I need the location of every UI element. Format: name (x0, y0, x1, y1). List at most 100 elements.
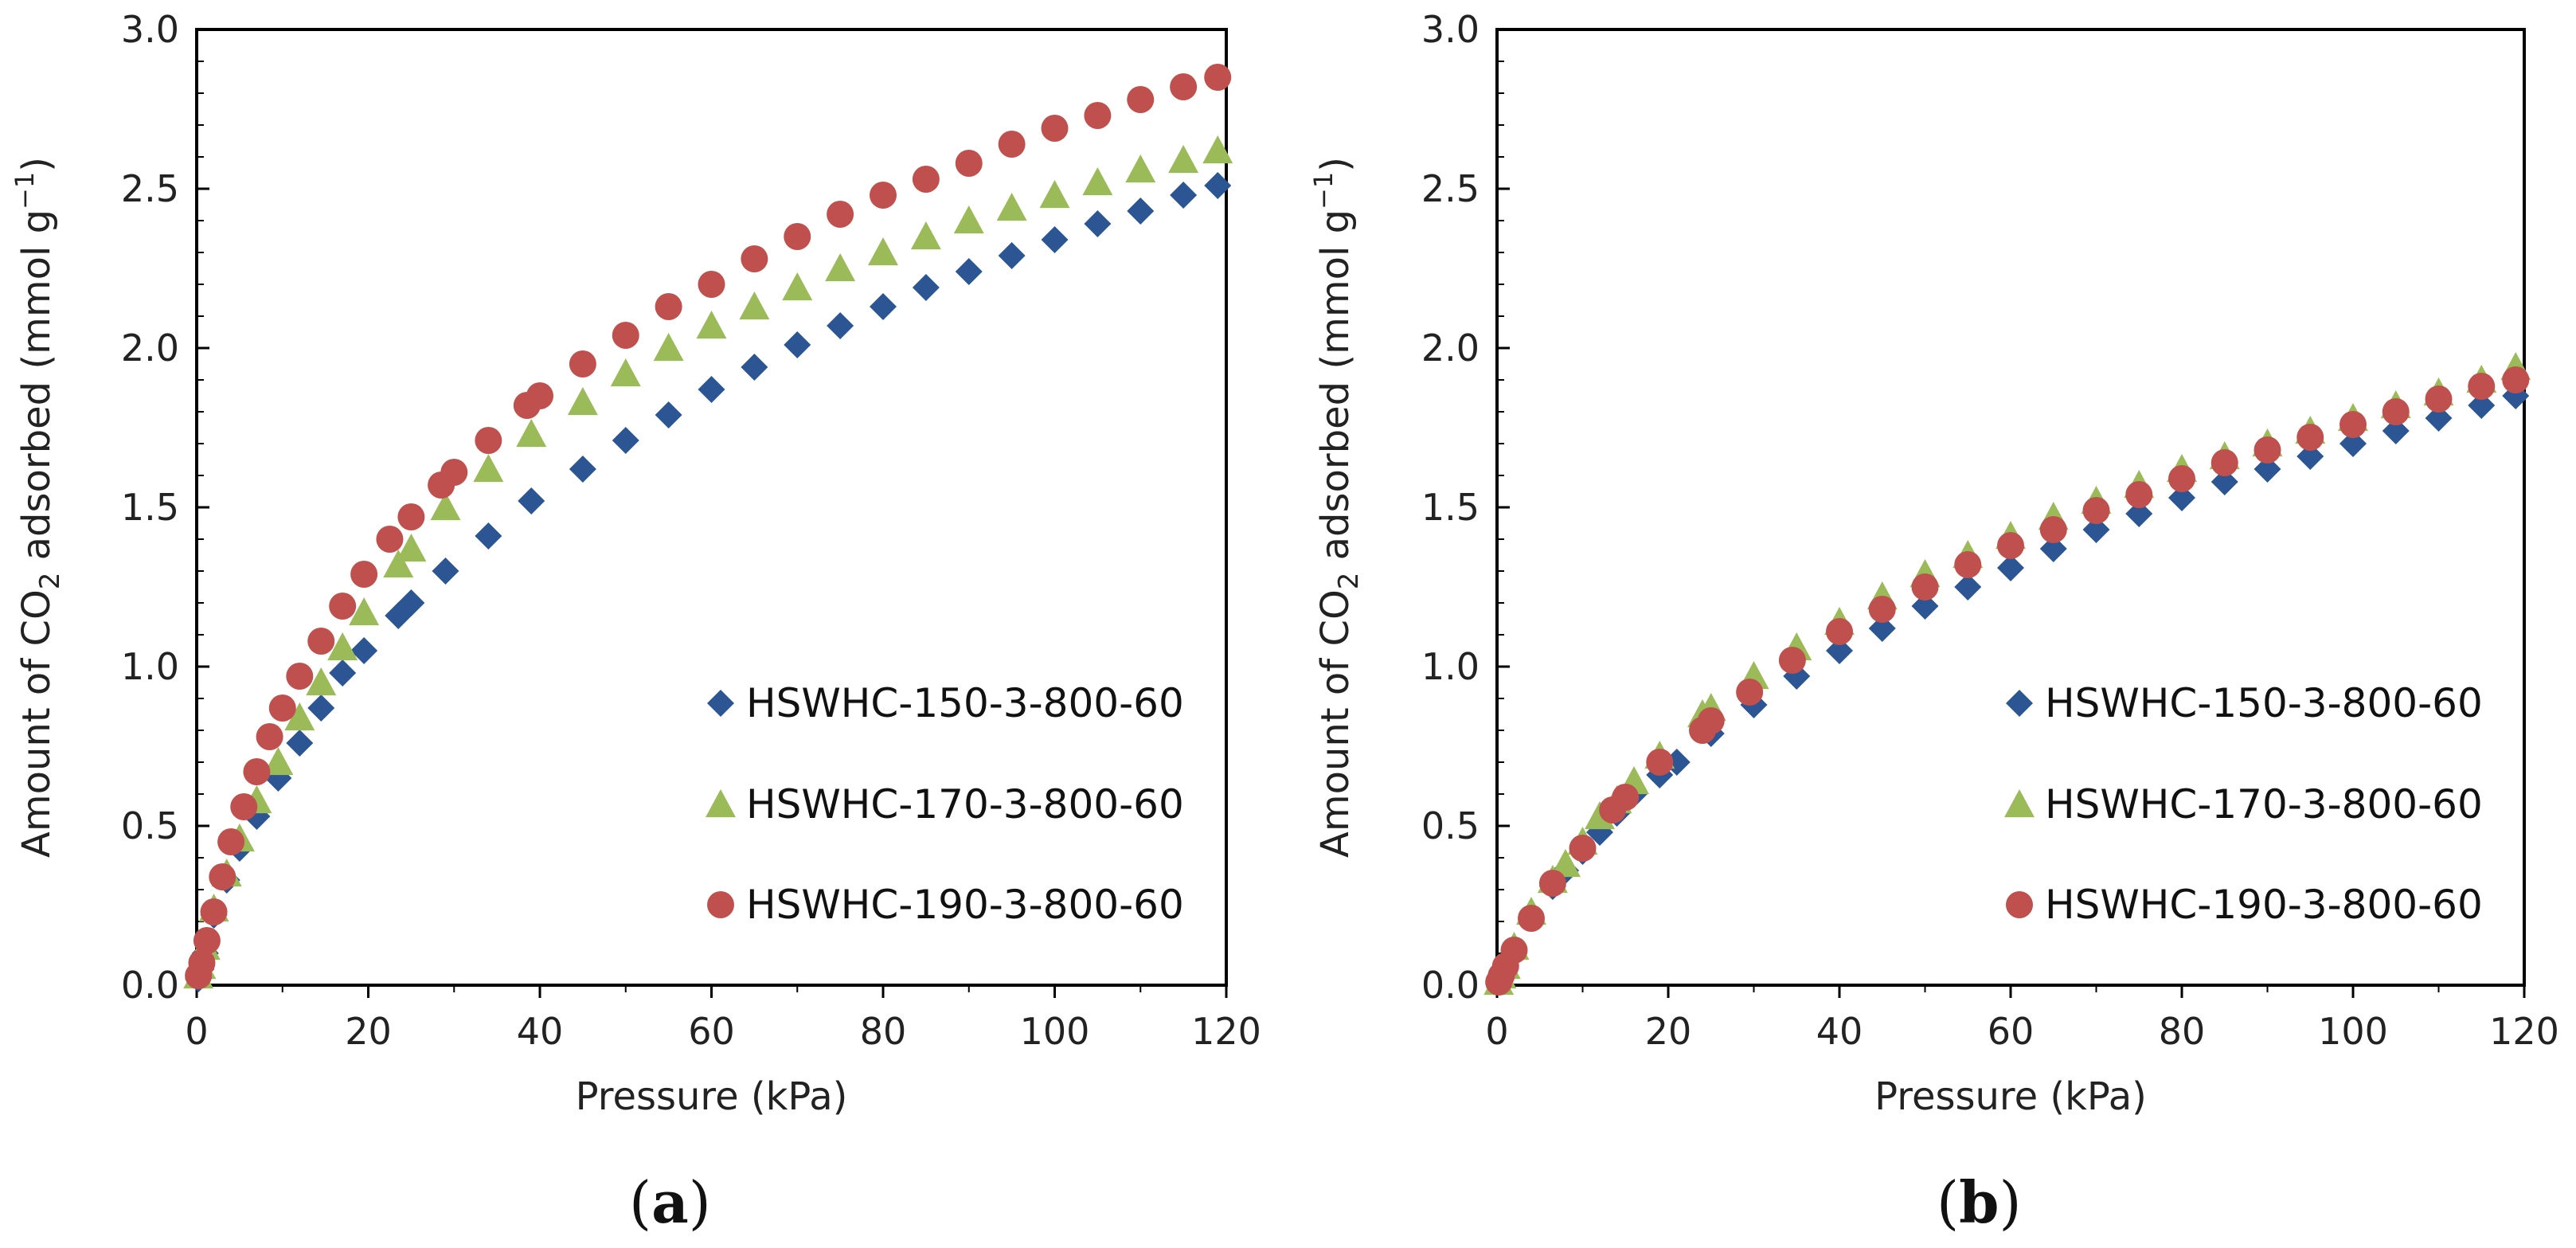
data-point (2468, 373, 2496, 400)
data-point (385, 602, 412, 629)
y-tick-label: 1.0 (1421, 645, 1480, 688)
data-point (430, 492, 461, 521)
data-point (870, 182, 897, 209)
data-point (1202, 135, 1233, 164)
data-point (243, 758, 271, 785)
x-tick-label: 100 (2318, 1010, 2388, 1053)
data-point (2425, 385, 2453, 413)
data-point (1826, 618, 1853, 645)
data-point (526, 382, 553, 409)
data-point (696, 311, 727, 339)
y-tick-label: 2.5 (1421, 167, 1480, 210)
chart-panel-b: 0.0 0.5 1.0 1.5 2.0 2.5 3.0 0 20 40 60 80 100 120 Pres… (1308, 8, 2559, 1236)
data-point (1125, 155, 1156, 183)
y-tick-label: 1.0 (121, 645, 179, 688)
x-tick-label: 120 (2489, 1010, 2559, 1053)
y-tick-label: 2.5 (121, 167, 179, 210)
data-point (2254, 456, 2281, 483)
data-point (998, 242, 1026, 269)
data-point (256, 723, 283, 750)
x-tick-label: 60 (688, 1010, 735, 1053)
data-point (955, 150, 983, 177)
data-point (569, 456, 596, 483)
x-tick-label: 20 (345, 1010, 392, 1053)
data-point (912, 274, 940, 301)
series-HSWHC-190-3-800-60 (1485, 366, 2530, 996)
data-point (655, 401, 682, 428)
data-point (868, 237, 898, 266)
legend-label: HSWHC-190-3-800-60 (2045, 882, 2483, 928)
data-point (397, 503, 425, 530)
data-point (376, 526, 404, 553)
data-point (230, 793, 258, 820)
data-point (1612, 784, 1640, 811)
data-point (2382, 417, 2410, 444)
series-HSWHC-170-3-800-60 (183, 135, 1233, 989)
data-point (2340, 411, 2367, 438)
x-axis-title: Pressure (kPa) (576, 1074, 848, 1119)
data-point (1127, 86, 1155, 113)
data-point (2502, 366, 2530, 393)
data-point (1538, 870, 1566, 897)
y-tick-label: 2.0 (1421, 327, 1480, 370)
data-point (2082, 516, 2110, 543)
data-point (518, 487, 545, 514)
y-tick-label: 0.5 (1421, 804, 1480, 847)
data-point (217, 828, 245, 855)
data-point (2468, 392, 2496, 419)
data-point (2340, 430, 2367, 457)
data-point (912, 166, 940, 193)
y-tick-label: 3.0 (121, 8, 179, 51)
data-point (1911, 593, 1939, 620)
data-point (1826, 637, 1853, 664)
data-point (1736, 679, 1764, 706)
data-point (268, 694, 296, 722)
y-tick-label: 1.5 (1421, 486, 1480, 529)
x-tick-label: 20 (1645, 1010, 1692, 1053)
data-point (1041, 226, 1069, 253)
data-point (569, 350, 596, 378)
data-point (2168, 484, 2195, 511)
data-point (827, 201, 854, 228)
data-point (612, 322, 639, 349)
data-point (193, 927, 221, 954)
data-point (870, 293, 897, 320)
data-point (286, 730, 314, 757)
data-point (998, 131, 1026, 158)
data-point (1911, 573, 1939, 601)
y-tick-label: 2.0 (121, 327, 179, 370)
data-point (1127, 198, 1155, 225)
data-point (910, 221, 941, 250)
data-point (349, 597, 380, 626)
y-tick-label: 3.0 (1421, 8, 1480, 51)
data-point (200, 898, 228, 925)
data-point (2125, 500, 2153, 527)
data-point (1204, 172, 1232, 199)
data-point (698, 376, 725, 403)
x-tick-label: 0 (1485, 1010, 1508, 1053)
series-HSWHC-190-3-800-60 (185, 64, 1232, 989)
data-point (655, 293, 682, 320)
data-point (996, 193, 1027, 221)
data-point (327, 632, 358, 661)
x-tick-label: 40 (517, 1010, 564, 1053)
y-axis-title: Amount of CO2 adsorbed (mmol g−1) (10, 157, 66, 858)
legend-label: HSWHC-150-3-800-60 (746, 680, 1184, 726)
data-point (1082, 167, 1113, 196)
data-point (329, 593, 357, 620)
legend-marker (2004, 789, 2035, 818)
data-point (397, 589, 425, 616)
legend-marker (2006, 891, 2033, 918)
data-point (396, 534, 427, 562)
panel-label: (a) (629, 1168, 711, 1236)
data-point (2211, 449, 2238, 476)
data-point (955, 258, 983, 285)
data-point (2039, 535, 2067, 562)
x-tick-label: 0 (185, 1010, 208, 1053)
data-point (827, 312, 854, 339)
data-point (1039, 180, 1070, 209)
data-point (286, 663, 314, 690)
data-point (1868, 615, 1896, 642)
data-point (475, 427, 502, 454)
data-point (1997, 532, 2024, 559)
